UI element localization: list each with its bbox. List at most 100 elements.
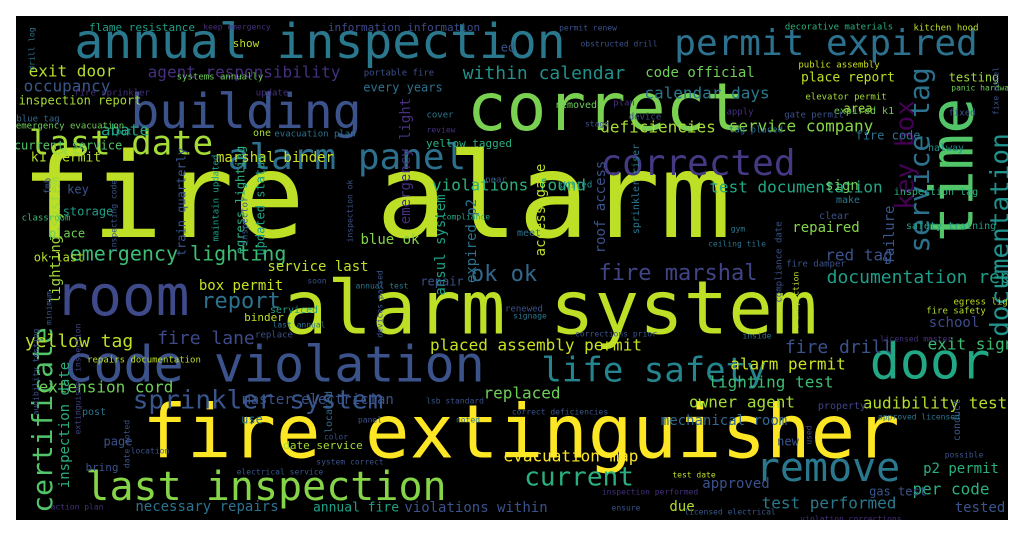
word-test-date: test date — [672, 471, 716, 480]
word-annual-fire: annual fire — [313, 501, 399, 516]
word-calendar-days: calendar days — [644, 84, 769, 103]
word-k1-permit: k1 permit — [31, 151, 101, 166]
word-violation-corrections: violation corrections — [800, 515, 901, 521]
word-minimum: minimum — [45, 291, 54, 325]
word-binder: binder — [244, 311, 284, 324]
word-annual-test: annual test — [356, 282, 409, 291]
word-corrected: corrected — [600, 143, 795, 184]
word-documentation-report: documentation report — [827, 267, 1008, 288]
word-post: post — [82, 407, 106, 418]
word-compliance: compliance — [442, 213, 490, 222]
word-near: near — [485, 176, 507, 186]
word-correct-deficiencies: correct deficiencies — [512, 408, 609, 417]
word-inspection-date: inspection date — [57, 362, 73, 488]
word-review: review — [427, 126, 456, 135]
word-red-tag: red tag — [825, 246, 892, 265]
word-page: page — [104, 435, 133, 449]
word-abate: abate — [101, 121, 149, 140]
word-life-safety: life safety — [541, 351, 766, 391]
word-every-years: every years — [363, 81, 442, 95]
word-blue-ok: blue ok — [360, 232, 420, 248]
word-device: device — [629, 113, 662, 123]
word-audibility-testing: audibility testing — [32, 328, 41, 415]
word-lighting-system: lighting system — [48, 177, 64, 303]
word-fire-marshal: fire marshal — [599, 261, 758, 286]
word-classroom: classroom — [22, 214, 71, 224]
word-drill-log: drill log — [28, 27, 37, 71]
word-fire-damper: fire damper — [786, 260, 846, 270]
word-correct: correct — [467, 69, 745, 146]
word-obstructed-drill: obstructed drill — [580, 40, 657, 49]
word-devices-passed: devices passed — [376, 270, 385, 338]
word-panic-hardware: panic hardware — [951, 84, 1008, 93]
word-exit-door: exit door — [29, 62, 116, 81]
word-certificate: certificate — [26, 327, 59, 512]
word-stage: stage — [585, 120, 609, 129]
word-test-documentation: test documentation — [709, 178, 882, 197]
word-updated-status: updated status — [254, 154, 268, 255]
word-replace: replace — [255, 331, 293, 341]
word-alarm-permit: alarm permit — [730, 355, 846, 374]
word-fmb: fmb — [44, 178, 54, 194]
word-decorative-materials: decorative materials — [785, 23, 893, 33]
word-remove: remove — [756, 445, 901, 491]
word-alarm-panel: alarm panel — [228, 137, 466, 178]
word-inspector: inspector — [241, 196, 251, 245]
word-violations-within: violations within — [404, 500, 547, 516]
word-mechanical-room: mechanical room — [661, 413, 787, 429]
word-marshal-binder: marshal binder — [216, 150, 334, 166]
word-code-official: code official — [645, 65, 755, 81]
word-audibility-test: audibility test — [863, 394, 1008, 413]
word-report: report — [201, 289, 280, 314]
word-school: school — [929, 315, 980, 331]
word-master-electrician: master electrician — [242, 392, 394, 408]
word-yellow-tagged: yellow tagged — [426, 137, 512, 150]
word-clear: clear — [819, 211, 849, 222]
word-lighting-test: lighting test — [708, 373, 833, 392]
word-tag-placed: tag placed — [729, 126, 783, 136]
word-fire-extinguisher: fire extinguisher — [142, 390, 899, 476]
word-permit-renew: permit renew — [559, 24, 617, 33]
word-soon: soon — [307, 277, 326, 286]
word-keep-emergency: keep emergency — [203, 23, 271, 32]
word-replaced: replaced — [483, 384, 560, 403]
word-ok-ok: ok ok — [471, 262, 537, 287]
word-conduct: conduct — [952, 399, 963, 441]
word-repaired: repaired — [792, 220, 859, 236]
word-tested: tested — [955, 500, 1006, 516]
word-fire-alarm: fire alarm — [21, 127, 731, 265]
word-posted: posted — [560, 181, 593, 191]
word-inspection-report: inspection report — [19, 94, 142, 108]
word-inside: inside — [743, 332, 772, 341]
word-current: current — [524, 463, 634, 493]
word-expired-k1: expired k1 — [834, 106, 894, 117]
word-per-code: per code — [912, 480, 989, 499]
word-sprinkler-riser: sprinkler riser — [631, 144, 642, 234]
word-signage: signage — [513, 312, 547, 321]
word-ok-last: ok last — [34, 251, 85, 265]
word-storage: storage — [63, 205, 114, 219]
word-evacuation-map: evacuation map — [504, 447, 639, 466]
word-service-tag: service tag — [903, 67, 936, 252]
word-key-box: key box — [891, 100, 921, 210]
word-failure: failure — [882, 205, 898, 264]
word-date-service: date service — [283, 439, 362, 452]
word-permit-expired: permit expired — [674, 23, 977, 64]
word-noted: noted — [456, 416, 480, 425]
word-access-gate: access gate — [533, 164, 549, 257]
word-flame-resistance: flame resistance — [89, 21, 195, 34]
word-extension-cord: extension cord — [39, 378, 174, 397]
word-repairs-documentation: repairs documentation — [87, 356, 201, 366]
word-testing: testing — [949, 71, 1000, 85]
word-train-quarterly: train quarterly — [175, 148, 189, 256]
word-put: put — [116, 128, 132, 138]
word-show: show — [233, 37, 260, 50]
word-licensed-master: licensed master — [880, 335, 952, 344]
word-p2-permit: p2 permit — [923, 461, 999, 477]
word-place: place — [49, 227, 85, 241]
word-inspecting-code: inspecting code — [110, 180, 119, 252]
word-key: key — [67, 183, 89, 197]
word-meet: meet — [517, 228, 541, 239]
word-fire-sprinkler: fire sprinkler — [74, 89, 150, 99]
